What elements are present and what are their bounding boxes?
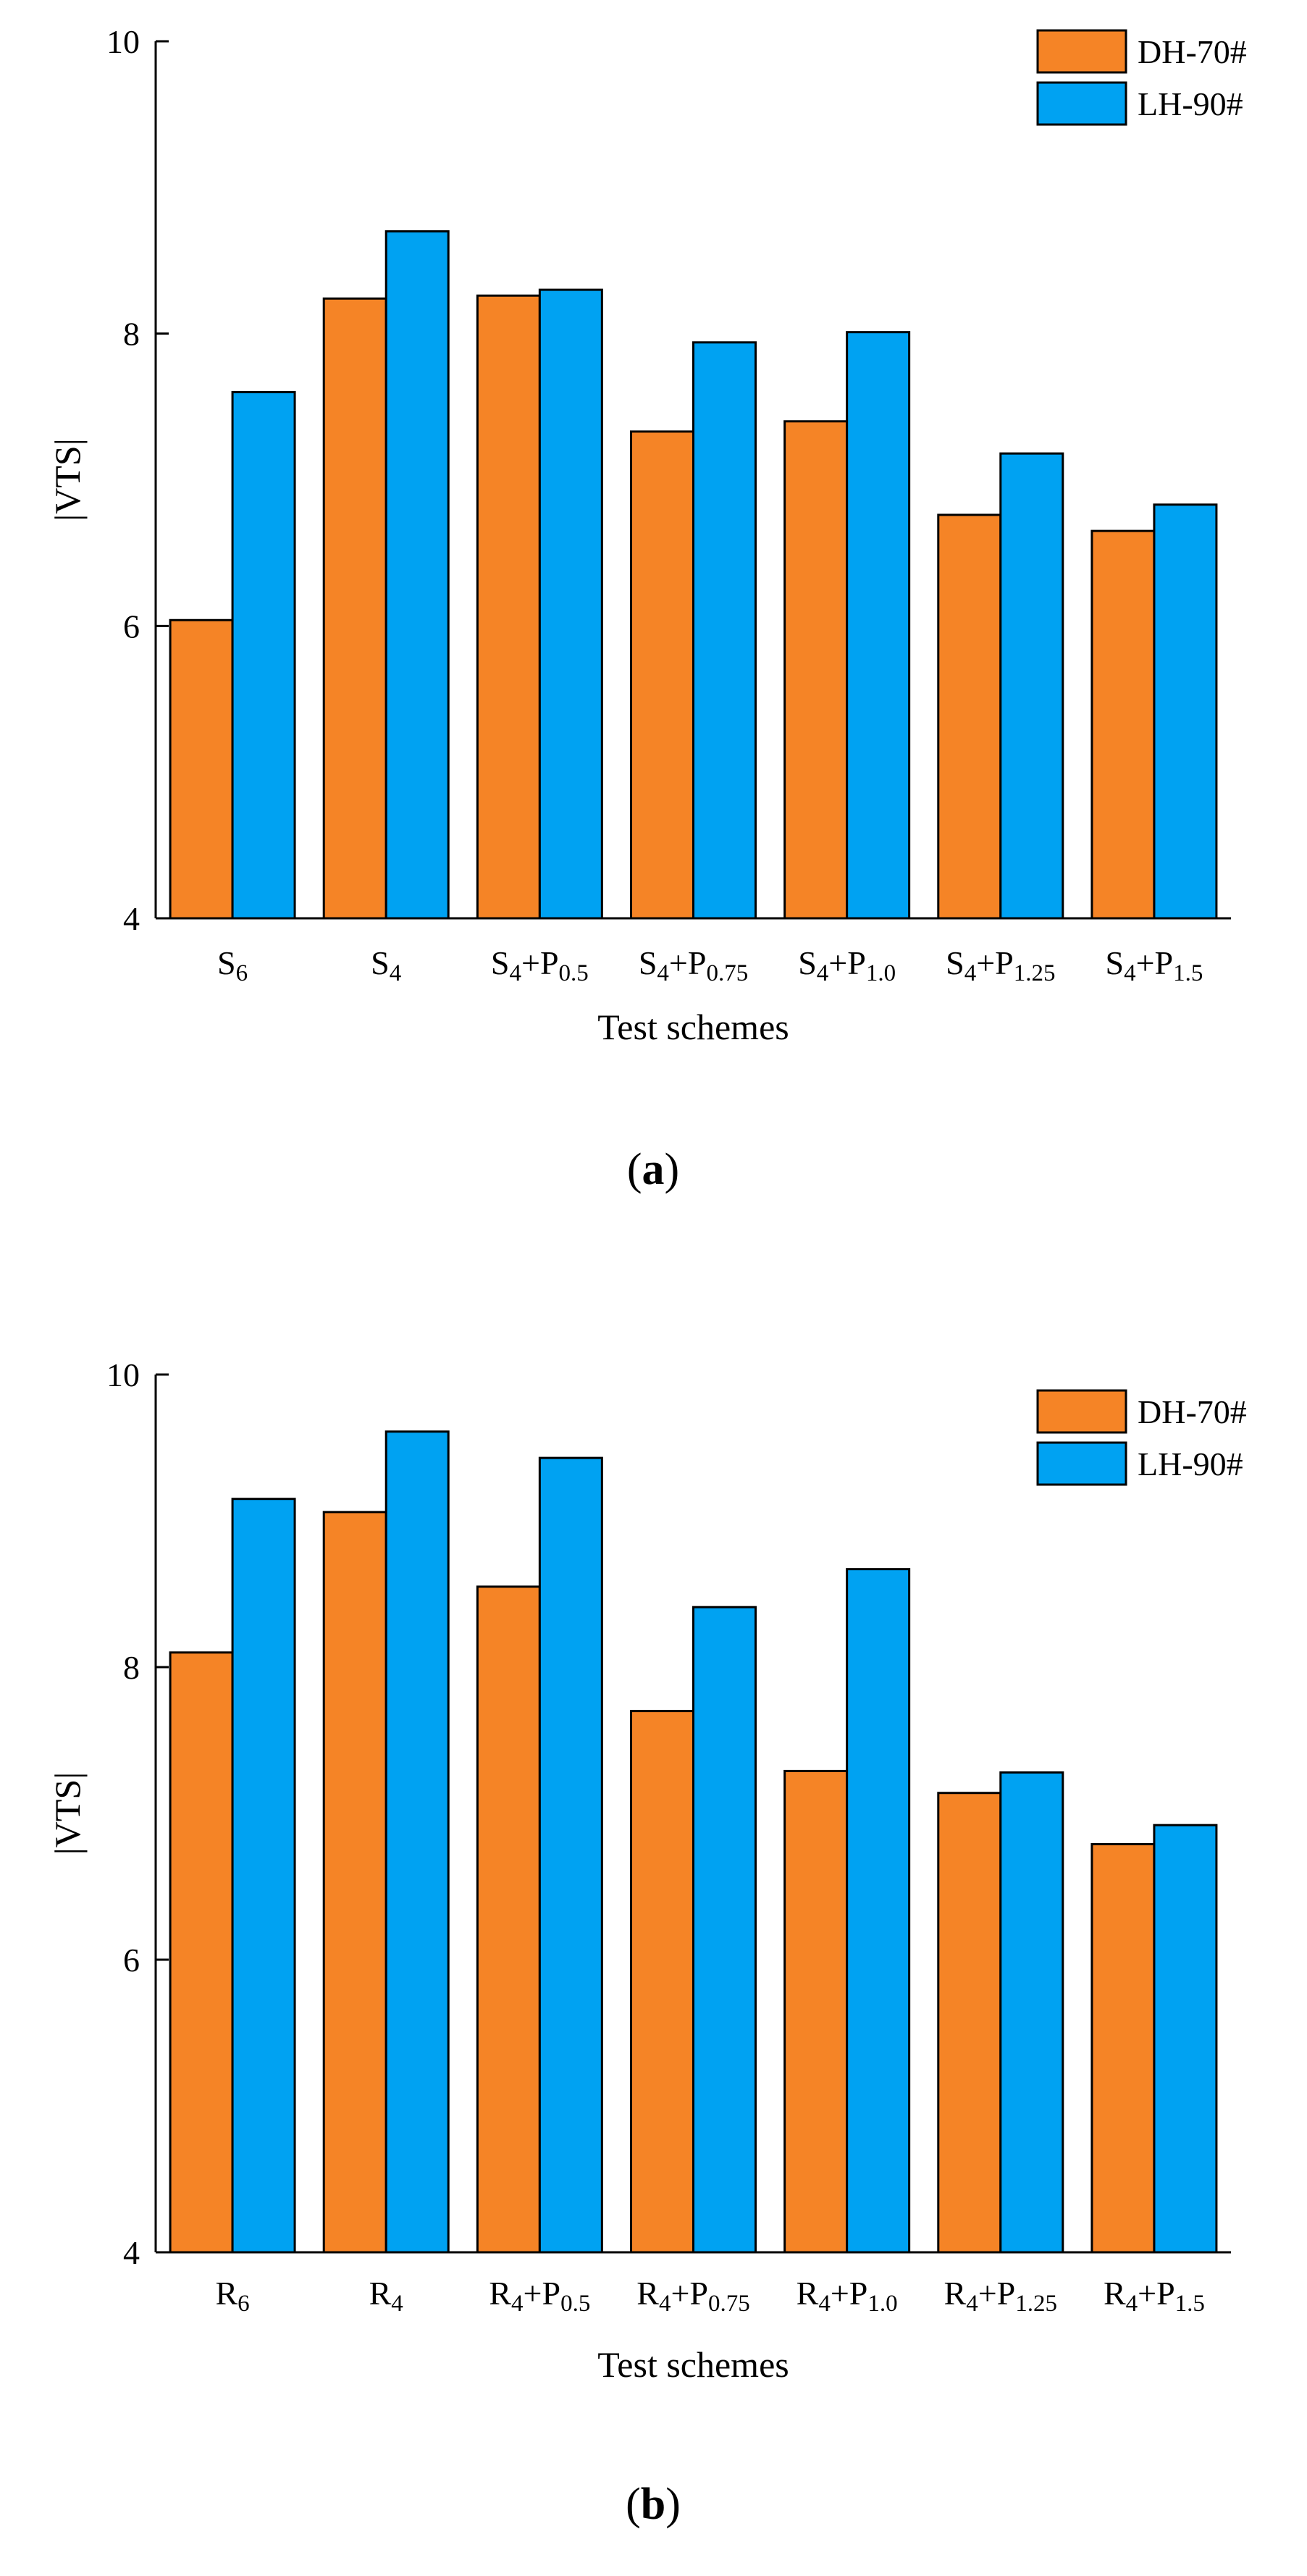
panel-label-a: (a) — [627, 1145, 679, 1194]
panel-label-b: (b) — [626, 2480, 681, 2529]
legend-swatch-b-dh-70 — [1036, 1389, 1127, 1434]
legend-swatch-a-dh-70 — [1036, 29, 1127, 74]
y-tick-label-b-4: 4 — [123, 2234, 140, 2271]
bar-a-lh-90-0 — [231, 390, 296, 920]
y-tick-label-b-6: 6 — [123, 1942, 140, 1979]
bar-b-lh-90-0 — [231, 1498, 296, 2254]
y-tick-label-a-6: 6 — [123, 608, 140, 645]
bar-b-dh-70-3 — [630, 1710, 694, 2254]
bar-b-lh-90-6 — [1153, 1824, 1218, 2254]
bar-a-dh-70-3 — [630, 430, 694, 920]
y-axis-title-b: |VTS| — [47, 1772, 88, 1855]
bar-b-dh-70-0 — [169, 1651, 234, 2254]
x-tick-label-b-6: R4+P1.5 — [1104, 2275, 1205, 2317]
bar-b-lh-90-2 — [538, 1456, 603, 2254]
y-tick-label-a-8: 8 — [123, 316, 140, 353]
bar-a-lh-90-2 — [538, 288, 603, 920]
bar-a-lh-90-6 — [1153, 503, 1218, 920]
x-tick-label-a-5: S4+P1.25 — [946, 944, 1055, 986]
x-axis-title-b: Test schemes — [597, 2344, 789, 2385]
y-axis-title-a: |VTS| — [47, 438, 88, 521]
x-tick-label-a-2: S4+P0.5 — [491, 944, 589, 986]
y-tick-label-b-10: 10 — [106, 1356, 140, 1393]
bar-b-dh-70-4 — [783, 1769, 849, 2254]
legend-label-a-lh-90: LH-90# — [1138, 85, 1243, 122]
bar-b-lh-90-1 — [384, 1430, 450, 2254]
y-tick-label-a-10: 10 — [106, 23, 140, 60]
x-tick-label-b-4: R4+P1.0 — [797, 2275, 898, 2317]
bar-a-dh-70-5 — [937, 513, 1002, 920]
legend-label-a-dh-70: DH-70# — [1138, 33, 1247, 70]
x-tick-label-b-1: R4 — [369, 2275, 403, 2317]
x-tick-label-a-1: S4 — [371, 944, 401, 986]
chart-panel-a: 4 6 8 10 S6 S4 S4+P0.5 S4+P0.75 S4+P1.0 S4+P1.25 S… — [47, 23, 1247, 1194]
bar-a-lh-90-4 — [846, 331, 911, 920]
bar-b-dh-70-1 — [322, 1511, 387, 2254]
bar-a-dh-70-2 — [476, 294, 541, 920]
bar-a-lh-90-5 — [999, 452, 1064, 920]
x-axis-title-a: Test schemes — [597, 1007, 789, 1047]
legend-swatch-b-lh-90 — [1036, 1441, 1127, 1486]
bar-b-dh-70-6 — [1090, 1842, 1156, 2254]
bar-a-dh-70-6 — [1090, 529, 1156, 920]
bar-a-dh-70-1 — [322, 297, 387, 920]
legend-label-b-lh-90: LH-90# — [1138, 1446, 1243, 1482]
x-tick-label-b-2: R4+P0.5 — [489, 2275, 590, 2317]
chart-panel-b: 4 6 8 10 R6 R4 R4+P0.5 R4+P0.75 R4+P1.0 R4+P1.25 R… — [47, 1356, 1247, 2529]
x-tick-label-a-6: S4+P1.5 — [1105, 944, 1203, 986]
y-tick-label-a-4: 4 — [123, 900, 140, 937]
x-tick-label-b-0: R6 — [215, 2275, 249, 2317]
bar-b-lh-90-4 — [846, 1568, 911, 2254]
legend-swatch-a-lh-90 — [1036, 81, 1127, 126]
bar-b-dh-70-5 — [937, 1792, 1002, 2254]
bar-a-lh-90-1 — [384, 230, 450, 920]
x-tick-label-a-3: S4+P0.75 — [639, 944, 748, 986]
bar-b-lh-90-5 — [999, 1771, 1064, 2254]
legend-label-b-dh-70: DH-70# — [1138, 1393, 1247, 1430]
x-tick-label-b-5: R4+P1.25 — [944, 2275, 1057, 2317]
x-tick-label-a-0: S6 — [217, 944, 248, 986]
bar-b-lh-90-3 — [692, 1606, 757, 2254]
bar-b-dh-70-2 — [476, 1585, 541, 2254]
y-tick-label-b-8: 8 — [123, 1649, 140, 1686]
bar-a-dh-70-0 — [169, 618, 234, 920]
bar-a-lh-90-3 — [692, 341, 757, 920]
bar-a-dh-70-4 — [783, 420, 849, 920]
x-tick-label-a-4: S4+P1.0 — [798, 944, 896, 986]
x-tick-label-b-3: R4+P0.75 — [636, 2275, 749, 2317]
